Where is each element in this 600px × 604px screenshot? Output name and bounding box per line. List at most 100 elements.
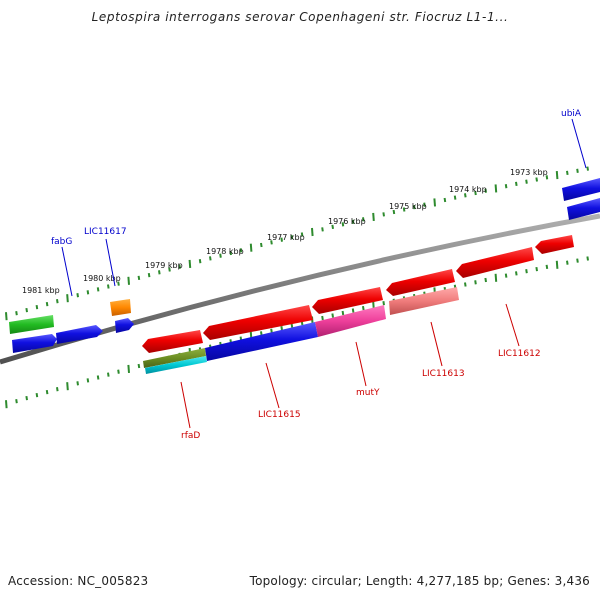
gene-label-lic11615[interactable]: LIC11615 (258, 410, 301, 420)
gene-label-lic11613[interactable]: LIC11613 (422, 369, 465, 379)
scale-tick (107, 372, 110, 377)
leader-muty (355, 341, 367, 387)
gene-blue-ubia-a[interactable] (562, 178, 600, 201)
scale-tick (443, 197, 447, 203)
gene-cyan[interactable] (145, 356, 207, 374)
scale-tick (311, 227, 314, 237)
scale-tick (198, 259, 202, 264)
scale-tick (433, 198, 436, 207)
scale-tick (362, 217, 365, 222)
scale-tick (86, 378, 90, 383)
gene-red-2[interactable] (203, 305, 313, 340)
gene-label-fabg[interactable]: fabG (51, 237, 72, 247)
leader-rfad (180, 381, 191, 429)
scale-tick (321, 315, 324, 321)
scale-tick (270, 328, 273, 333)
accession-text: Accession: NC_005823 (8, 574, 149, 588)
scale-tick (576, 258, 579, 263)
scale-tick (178, 264, 181, 269)
scale-tick (56, 299, 59, 304)
scale-labels: 1981 kbp 1980 kbp 1979 kbp 1978 kbp 1977… (22, 168, 548, 295)
scale-tick (15, 311, 18, 316)
scale-label-1979: 1979 kbp (145, 261, 183, 270)
leader-lic11617 (105, 238, 116, 287)
scale-tick (341, 310, 345, 316)
scale-tick (66, 382, 69, 391)
scale-tick (209, 256, 212, 261)
page-title: Leptospira interrogans serovar Copenhage… (91, 10, 509, 24)
scale-tick (555, 171, 559, 180)
scale-tick (382, 212, 385, 217)
scale-tick (474, 280, 477, 285)
gene-red-5[interactable] (456, 247, 534, 278)
gene-labels-outer: fabG LIC11617 ubiA (51, 109, 582, 247)
gene-blue-lic11615[interactable] (205, 322, 318, 361)
scale-tick (168, 267, 171, 272)
scale-tick (535, 177, 538, 182)
scale-tick (188, 259, 192, 268)
forward-genes (9, 178, 600, 353)
leader-lic11612 (505, 303, 520, 347)
gene-blue-lic11617[interactable] (115, 318, 134, 333)
gene-label-lic11612[interactable]: LIC11612 (498, 349, 541, 359)
scale-tick (66, 294, 69, 303)
scale-tick (117, 369, 120, 374)
gene-red-3[interactable] (312, 287, 383, 314)
scale-label-1978: 1978 kbp (206, 247, 244, 256)
gene-blue-b[interactable] (56, 325, 103, 344)
gene-labels-inner: rfaD LIC11615 mutY LIC11613 LIC11612 (181, 349, 541, 441)
leader-ubia (571, 118, 587, 169)
gene-label-ubia[interactable]: ubiA (561, 109, 582, 119)
gene-label-rfad[interactable]: rfaD (181, 431, 200, 441)
scale-tick (545, 264, 549, 270)
scale-tick (137, 275, 141, 281)
scale-tick (351, 219, 355, 224)
scale-tick (351, 308, 355, 313)
scale-tick (219, 253, 222, 258)
reverse-genes-upper (142, 235, 574, 353)
scale-tick (15, 399, 18, 404)
scale-tick (504, 273, 508, 278)
gene-pink-muty[interactable] (315, 305, 386, 337)
scale-tick (566, 260, 569, 265)
gene-olive[interactable] (143, 348, 206, 368)
scale-tick (260, 242, 263, 248)
scale-label-1973: 1973 kbp (510, 168, 548, 177)
outer-label-lines (61, 118, 587, 297)
gene-blue-ubia-b[interactable] (567, 198, 600, 220)
scale-tick (76, 293, 79, 298)
scale-tick (25, 395, 28, 401)
gene-blue-fabg[interactable] (12, 334, 57, 353)
gene-orange[interactable] (110, 299, 131, 316)
gene-green-a[interactable] (9, 315, 54, 334)
scale-tick (25, 307, 28, 313)
outer-tick-row (5, 166, 589, 321)
scale-tick (464, 282, 467, 287)
gene-label-muty[interactable]: mutY (356, 388, 380, 398)
scale-tick (545, 175, 549, 180)
scale-tick (474, 190, 477, 196)
gene-label-lic11617[interactable]: LIC11617 (84, 227, 127, 237)
scale-tick (5, 312, 8, 321)
scale-tick (464, 193, 467, 198)
scale-tick (484, 277, 487, 283)
gene-red-6[interactable] (535, 235, 574, 254)
scale-label-1981: 1981 kbp (22, 286, 60, 295)
scale-tick (86, 290, 90, 295)
scale-tick (45, 301, 49, 307)
scale-tick (586, 256, 589, 261)
scale-tick (555, 260, 559, 269)
scale-tick (127, 276, 130, 285)
gene-salmon-lic11613[interactable] (389, 287, 459, 315)
scale-tick (372, 212, 375, 221)
gene-red-1[interactable] (142, 330, 203, 353)
scale-tick (535, 266, 538, 272)
genome-summary-text: Topology: circular; Length: 4,277,185 bp… (249, 574, 590, 588)
scale-tick (76, 381, 79, 386)
scale-tick (147, 272, 151, 278)
scale-tick (35, 392, 39, 398)
gene-red-4[interactable] (386, 269, 455, 296)
reverse-genes-lower (143, 287, 459, 374)
scale-tick (494, 273, 498, 282)
